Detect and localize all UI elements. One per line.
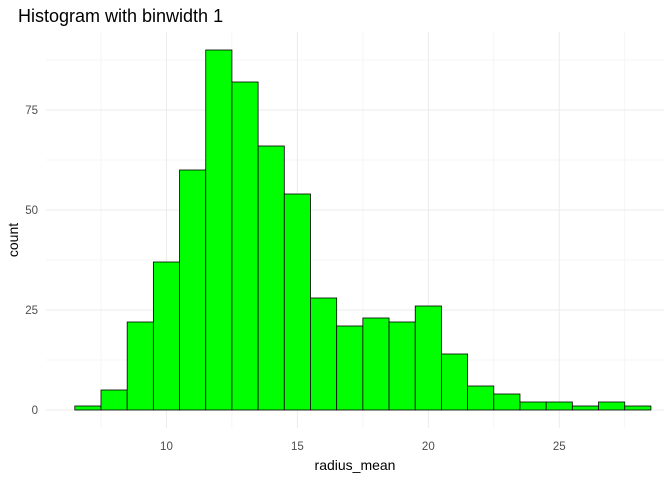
histogram-bar (545, 401, 573, 411)
histogram-bar (362, 317, 390, 411)
histogram-bar (100, 389, 128, 411)
histogram-bar (441, 353, 469, 411)
histogram-bar (414, 305, 442, 411)
histogram-bar (231, 81, 259, 411)
histogram-bar (624, 405, 652, 411)
histogram-bar (126, 321, 154, 411)
histogram-bar (336, 325, 364, 411)
histogram-bar (598, 401, 626, 411)
x-tick-label: 25 (553, 441, 566, 453)
histogram-bar (205, 49, 233, 411)
histogram-bar (152, 261, 180, 411)
histogram-bar (310, 297, 338, 411)
histogram-bar (467, 385, 495, 411)
histogram-bar (257, 145, 285, 411)
x-tick-label: 15 (291, 441, 304, 453)
x-tick-labels: 10 15 20 25 (160, 441, 566, 453)
chart-title: Histogram with binwidth 1 (18, 6, 223, 26)
x-axis-title: radius_mean (315, 457, 396, 473)
y-tick-labels: 0 25 50 75 (25, 105, 38, 417)
histogram-bar (283, 193, 311, 411)
histogram-bars (74, 49, 652, 411)
y-tick-label: 0 (32, 405, 38, 417)
y-tick-label: 25 (25, 305, 38, 317)
histogram-bar (179, 169, 207, 411)
x-tick-label: 10 (160, 441, 173, 453)
histogram-bar (388, 321, 416, 411)
y-axis-title: count (5, 223, 21, 257)
x-tick-label: 20 (422, 441, 435, 453)
histogram-bar (493, 393, 521, 411)
y-tick-label: 75 (25, 105, 38, 117)
histogram-bar (519, 401, 547, 411)
y-tick-label: 50 (25, 205, 38, 217)
histogram-bar (74, 405, 102, 411)
histogram-bar (571, 405, 599, 411)
